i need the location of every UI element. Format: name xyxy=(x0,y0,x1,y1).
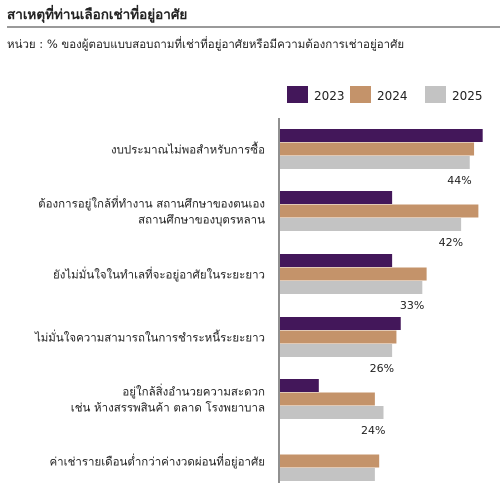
bar-2023-4 xyxy=(280,379,319,392)
legend-label-2025: 2025 xyxy=(452,89,483,103)
bar-2024-5 xyxy=(280,454,380,468)
chart-subtitle: หน่วย : % ของผู้ตอบแบบสอบถามที่เช่าที่อย… xyxy=(7,37,405,51)
category-label-1-1: สถานศึกษาของบุตรหลาน xyxy=(138,212,265,226)
bar-2023-3 xyxy=(280,317,401,330)
bar-2025-4 xyxy=(280,406,384,419)
category-label-5-0: ค่าเช่ารายเดือนต่ำกว่าค่างวดผ่อนที่อยู่อ… xyxy=(49,453,265,468)
category-label-4-1: เช่น ห้างสรรพสินค้า ตลาด โรงพยาบาล xyxy=(71,400,265,414)
bar-2024-4 xyxy=(280,392,375,406)
legend-swatch-2024 xyxy=(350,86,371,103)
category-label-3-0: ไม่มั่นใจความสามารถในการชำระหนี้ระยะยาว xyxy=(34,329,265,344)
data-label-5: 22% xyxy=(352,486,376,488)
bar-2024-1 xyxy=(280,204,479,218)
bar-2023-0 xyxy=(280,129,483,142)
bar-2025-0 xyxy=(280,156,470,169)
bar-2025-3 xyxy=(280,344,393,357)
legend-swatch-2023 xyxy=(287,86,308,103)
chart-title: สาเหตุที่ท่านเลือกเช่าที่อยู่อาศัย xyxy=(7,7,188,23)
bar-2024-3 xyxy=(280,330,397,344)
legend-swatch-2025 xyxy=(425,86,446,103)
bar-2024-2 xyxy=(280,267,427,281)
legend-label-2023: 2023 xyxy=(314,89,345,103)
legend: 2023 2024 2025 xyxy=(287,86,483,103)
bar-2023-1 xyxy=(280,191,393,204)
category-label-4-0: อยู่ใกล้สิ่งอำนวยความสะดวก xyxy=(122,383,265,398)
data-label-3: 26% xyxy=(370,362,394,375)
data-label-0: 44% xyxy=(447,174,471,187)
data-label-2: 33% xyxy=(400,299,424,312)
category-label-1-0: ต้องการอยู่ใกล้ที่ทำงาน สถานศึกษาของตนเอ… xyxy=(38,195,265,210)
category-label-2-0: ยังไม่มั่นใจในทำเลที่จะอยู่อาศัยในระยะยา… xyxy=(53,266,265,281)
bar-2025-1 xyxy=(280,218,462,231)
data-label-1: 42% xyxy=(439,236,463,249)
legend-label-2024: 2024 xyxy=(377,89,408,103)
category-label-0-0: งบประมาณไม่พอสำหรับการซื้อ xyxy=(111,141,265,156)
bar-2023-2 xyxy=(280,254,393,267)
title-divider xyxy=(7,26,500,28)
data-label-4: 24% xyxy=(361,424,385,437)
bar-2025-5 xyxy=(280,468,375,481)
bar-2024-0 xyxy=(280,142,475,156)
bar-2025-2 xyxy=(280,281,423,294)
